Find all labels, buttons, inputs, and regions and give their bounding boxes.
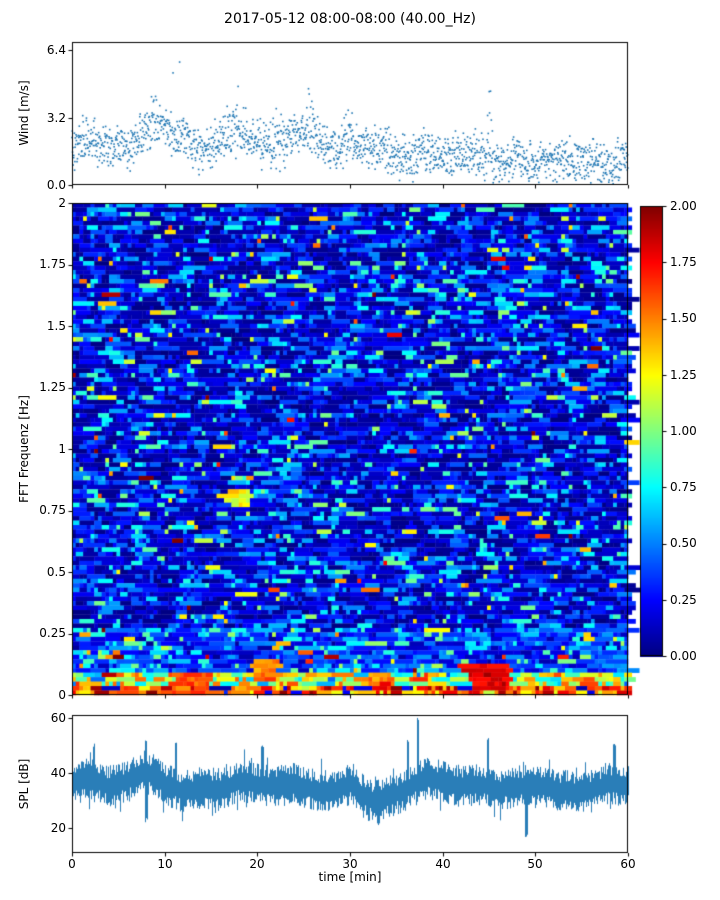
x-tick-label: 0 [68,857,76,871]
x-axis-label: time [min] [318,870,382,884]
fft-ytick-label: 1.25 [39,380,66,394]
fft-ytick-label: 0.5 [46,565,66,579]
colorbar-tick-label: 1.25 [670,368,697,382]
colorbar-tick-label: 1.50 [670,311,697,325]
spl-panel [72,715,628,853]
colorbar-tick-label: 1.75 [670,255,697,269]
wind-ytick-label: 6.4 [46,43,66,57]
fft-ytick-label: 1.5 [46,319,66,333]
fft-ytick-label: 0.75 [39,503,66,517]
x-tick-label: 50 [527,857,543,871]
fft-ytick-label: 1 [58,442,66,456]
wind-scatter-panel [72,42,628,185]
colorbar [640,206,663,656]
x-tick-label: 40 [435,857,451,871]
colorbar-tick-label: 2.00 [670,199,697,213]
fft-ytick-label: 2 [58,196,66,210]
fft-ytick-label: 1.75 [39,257,66,271]
colorbar-tick-label: 1.00 [670,424,697,438]
fft-ytick-label: 0.25 [39,626,66,640]
colorbar-tick-label: 0.25 [670,593,697,607]
spl-ytick-label: 40 [50,766,66,780]
spl-ytick-label: 20 [50,821,66,835]
x-tick-label: 30 [342,857,358,871]
wind-ytick-label: 3.2 [46,111,66,125]
spl-ytick-label: 60 [50,711,66,725]
colorbar-tick-label: 0.50 [670,536,697,550]
x-tick-label: 60 [620,857,636,871]
colorbar-tick-label: 0.00 [670,649,697,663]
figure-title: 2017-05-12 08:00-08:00 (40.00_Hz) [224,11,476,27]
x-tick-label: 10 [157,857,173,871]
wind-ytick-label: 0.0 [46,178,66,192]
colorbar-tick-label: 0.75 [670,480,697,494]
x-tick-label: 20 [249,857,265,871]
fft-ytick-label: 0 [58,688,66,702]
spectrogram-panel [72,203,628,695]
